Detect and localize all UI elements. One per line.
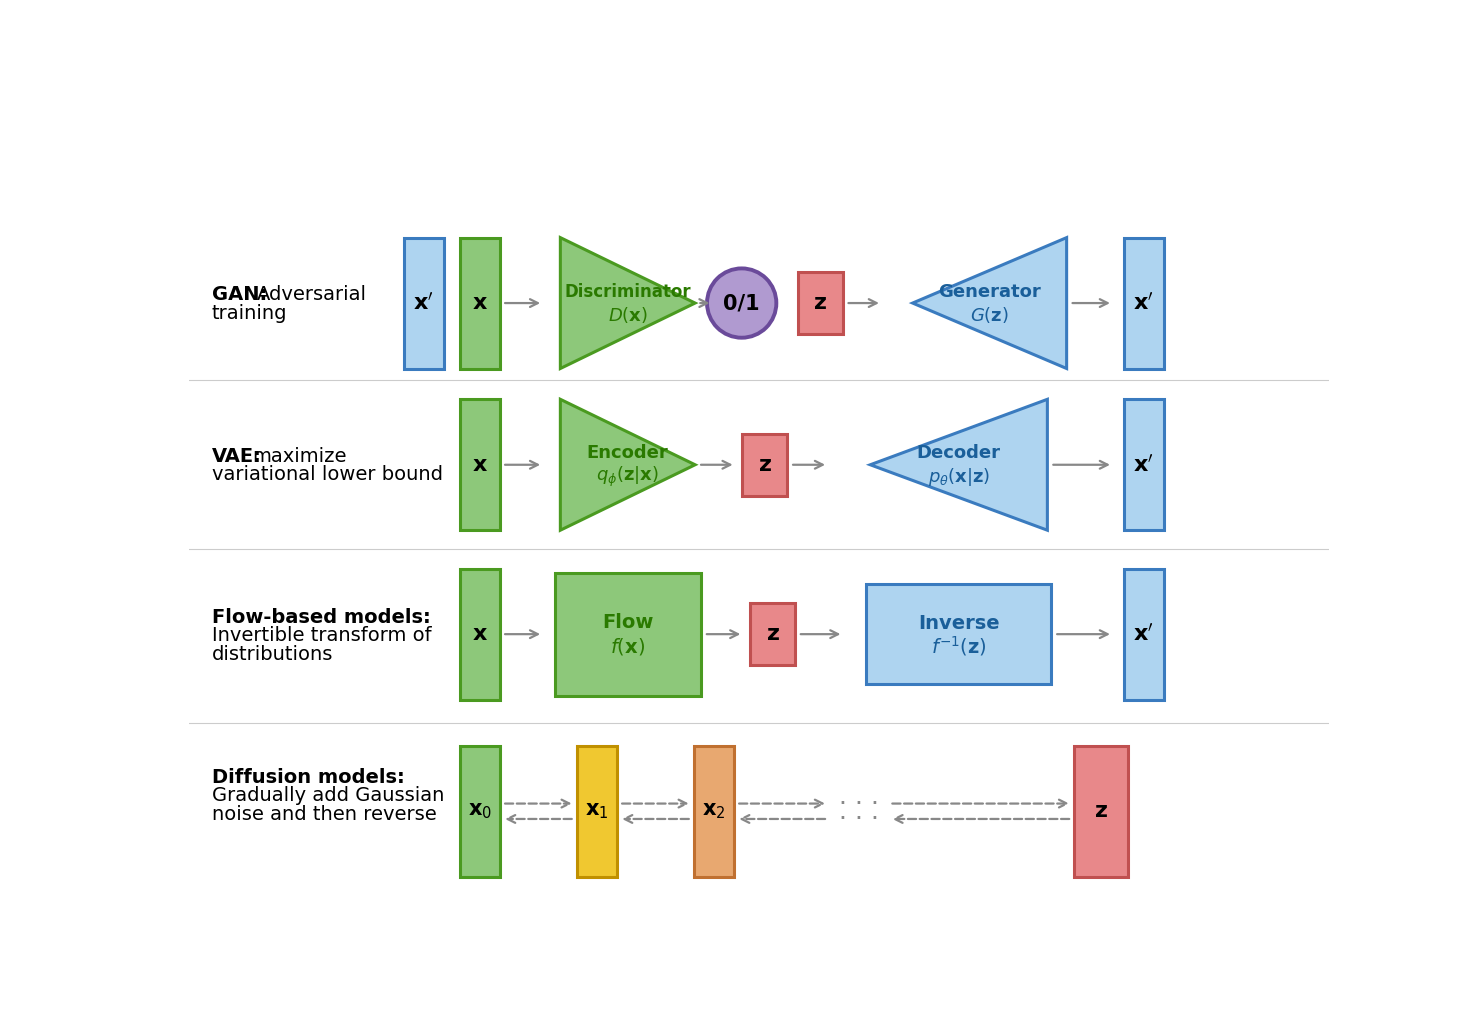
FancyBboxPatch shape	[1074, 745, 1129, 877]
Text: Generator: Generator	[939, 283, 1041, 300]
Text: $\mathbf{x}_0$: $\mathbf{x}_0$	[468, 801, 492, 821]
FancyBboxPatch shape	[461, 399, 501, 530]
Text: $\mathbf{x}'$: $\mathbf{x}'$	[413, 292, 434, 313]
Text: distributions: distributions	[212, 645, 333, 664]
FancyBboxPatch shape	[751, 603, 795, 665]
Ellipse shape	[706, 268, 776, 338]
Text: noise and then reverse: noise and then reverse	[212, 805, 437, 824]
FancyBboxPatch shape	[461, 238, 501, 369]
Text: $\mathbf{x}'$: $\mathbf{x}'$	[1133, 624, 1154, 645]
Text: 0/1: 0/1	[723, 293, 760, 313]
FancyBboxPatch shape	[798, 272, 843, 334]
Text: $\mathbf{x}$: $\mathbf{x}$	[472, 625, 487, 644]
FancyBboxPatch shape	[695, 745, 735, 877]
Text: Discriminator: Discriminator	[564, 283, 692, 300]
Polygon shape	[912, 238, 1066, 369]
FancyBboxPatch shape	[1124, 568, 1164, 699]
FancyBboxPatch shape	[742, 434, 786, 496]
Text: $\mathbf{z}$: $\mathbf{z}$	[758, 455, 772, 475]
Polygon shape	[560, 399, 695, 530]
FancyBboxPatch shape	[578, 745, 618, 877]
FancyBboxPatch shape	[461, 568, 501, 699]
Text: Flow-based models:: Flow-based models:	[212, 607, 431, 627]
Text: Inverse: Inverse	[918, 613, 1000, 633]
Text: $\mathbf{x}$: $\mathbf{x}$	[472, 293, 487, 313]
FancyBboxPatch shape	[866, 584, 1052, 684]
Polygon shape	[560, 238, 695, 369]
Text: Encoder: Encoder	[586, 444, 668, 462]
Text: Flow: Flow	[603, 613, 653, 632]
Text: $q_\phi(\mathbf{z}|\mathbf{x})$: $q_\phi(\mathbf{z}|\mathbf{x})$	[597, 465, 659, 489]
Text: Adversarial: Adversarial	[256, 285, 367, 304]
Text: $p_\theta(\mathbf{x}|\mathbf{z})$: $p_\theta(\mathbf{x}|\mathbf{z})$	[927, 466, 989, 488]
FancyBboxPatch shape	[554, 572, 701, 695]
Text: · · ·: · · ·	[838, 792, 878, 815]
Text: $\mathbf{z}$: $\mathbf{z}$	[1094, 801, 1108, 821]
Text: $f^{-1}(\mathbf{z})$: $f^{-1}(\mathbf{z})$	[932, 634, 986, 657]
FancyBboxPatch shape	[1124, 399, 1164, 530]
Text: $\mathbf{x}_1$: $\mathbf{x}_1$	[585, 801, 609, 821]
Polygon shape	[871, 399, 1047, 530]
FancyBboxPatch shape	[461, 745, 501, 877]
Text: Decoder: Decoder	[917, 444, 1001, 462]
Text: $G(\mathbf{z})$: $G(\mathbf{z})$	[970, 305, 1009, 326]
Text: Gradually add Gaussian: Gradually add Gaussian	[212, 786, 444, 805]
Text: $\mathbf{x}_2$: $\mathbf{x}_2$	[702, 801, 726, 821]
Text: $\mathbf{z}$: $\mathbf{z}$	[766, 625, 779, 644]
Text: $\mathbf{z}$: $\mathbf{z}$	[813, 293, 828, 313]
FancyBboxPatch shape	[1124, 238, 1164, 369]
Text: maximize: maximize	[252, 446, 347, 466]
Text: VAE:: VAE:	[212, 446, 262, 466]
Text: $f(\mathbf{x})$: $f(\mathbf{x})$	[610, 636, 646, 657]
Text: GAN:: GAN:	[212, 285, 267, 304]
Text: Invertible transform of: Invertible transform of	[212, 627, 431, 645]
Text: $\mathbf{x}'$: $\mathbf{x}'$	[1133, 454, 1154, 475]
Text: $D(\mathbf{x})$: $D(\mathbf{x})$	[607, 305, 647, 326]
Text: · · ·: · · ·	[838, 807, 878, 830]
FancyBboxPatch shape	[404, 238, 444, 369]
Text: training: training	[212, 303, 287, 323]
Text: $\mathbf{x}$: $\mathbf{x}$	[472, 455, 487, 475]
Text: $\mathbf{x}'$: $\mathbf{x}'$	[1133, 292, 1154, 313]
Text: Diffusion models:: Diffusion models:	[212, 768, 404, 786]
Text: variational lower bound: variational lower bound	[212, 465, 443, 484]
